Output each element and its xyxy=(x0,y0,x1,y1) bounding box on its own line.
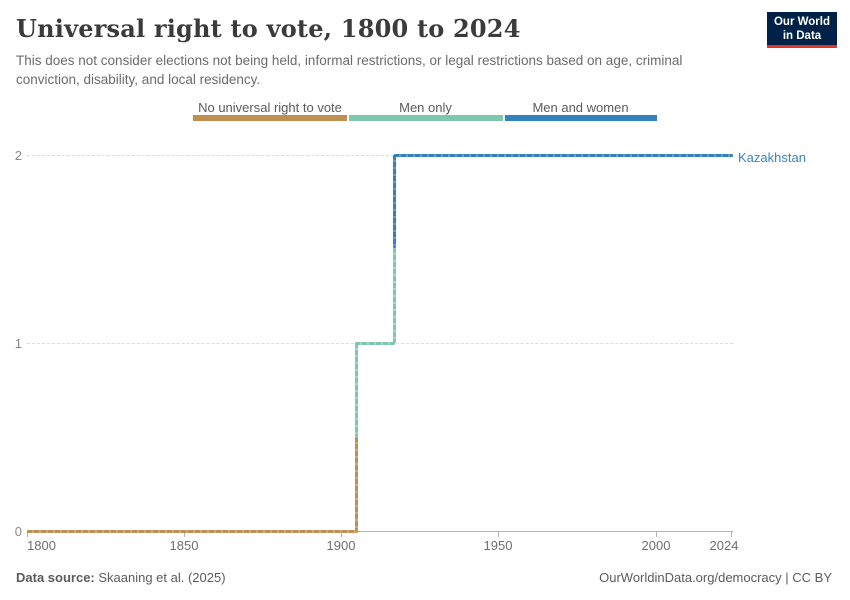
xtick-1850: 1850 xyxy=(169,538,199,553)
legend-label-men-only[interactable]: Men only xyxy=(399,100,452,115)
series-segment-men-only-h[interactable] xyxy=(355,342,395,345)
series-segment-men-and-women-v[interactable] xyxy=(393,155,396,248)
legend-swatch-no-universal[interactable] xyxy=(193,115,347,121)
xtick-mark-2024 xyxy=(731,532,732,537)
xtick-2024: 2024 xyxy=(709,538,739,553)
xtick-mark-2000 xyxy=(656,532,657,537)
series-segment-men-and-women-h[interactable] xyxy=(394,154,733,157)
xtick-1950: 1950 xyxy=(483,538,513,553)
legend-swatch-men-and-women[interactable] xyxy=(505,115,657,121)
ytick-2: 2 xyxy=(14,148,22,163)
x-axis-line xyxy=(27,531,733,532)
xtick-mark-1800 xyxy=(27,532,28,537)
xtick-2000: 2000 xyxy=(641,538,671,553)
owid-logo-line2: in Data xyxy=(782,30,822,42)
series-segment-men-only-v1[interactable] xyxy=(355,343,358,437)
gridline-y2 xyxy=(27,155,733,156)
page-title: Universal right to vote, 1800 to 2024 xyxy=(16,14,521,43)
xtick-1800: 1800 xyxy=(27,538,56,553)
series-label-kazakhstan[interactable]: Kazakhstan xyxy=(738,150,806,165)
series-segment-men-only-v2[interactable] xyxy=(393,248,396,343)
xtick-mark-1950 xyxy=(498,532,499,537)
xtick-mark-1850 xyxy=(184,532,185,537)
data-source-note: Data source: Skaaning et al. (2025) xyxy=(16,570,226,585)
legend-swatch-men-only[interactable] xyxy=(349,115,503,121)
legend-label-men-and-women[interactable]: Men and women xyxy=(532,100,629,115)
owid-logo[interactable]: Our World in Data xyxy=(767,12,837,48)
xtick-mark-1900 xyxy=(341,532,342,537)
data-source-value: Skaaning et al. (2025) xyxy=(94,570,226,585)
series-segment-no-universal-v[interactable] xyxy=(355,437,358,531)
legend-label-no-universal[interactable]: No universal right to vote xyxy=(198,100,342,115)
xtick-1900: 1900 xyxy=(326,538,356,553)
owid-logo-line1: Our World xyxy=(773,16,830,28)
credit-link[interactable]: OurWorldinData.org/democracy | CC BY xyxy=(599,570,832,585)
ytick-1: 1 xyxy=(14,336,22,351)
series-segment-no-universal-h[interactable] xyxy=(27,530,358,533)
chart-subtitle: This does not consider elections not bei… xyxy=(16,53,683,87)
data-source-label: Data source: xyxy=(16,570,95,585)
ytick-0: 0 xyxy=(14,524,22,539)
